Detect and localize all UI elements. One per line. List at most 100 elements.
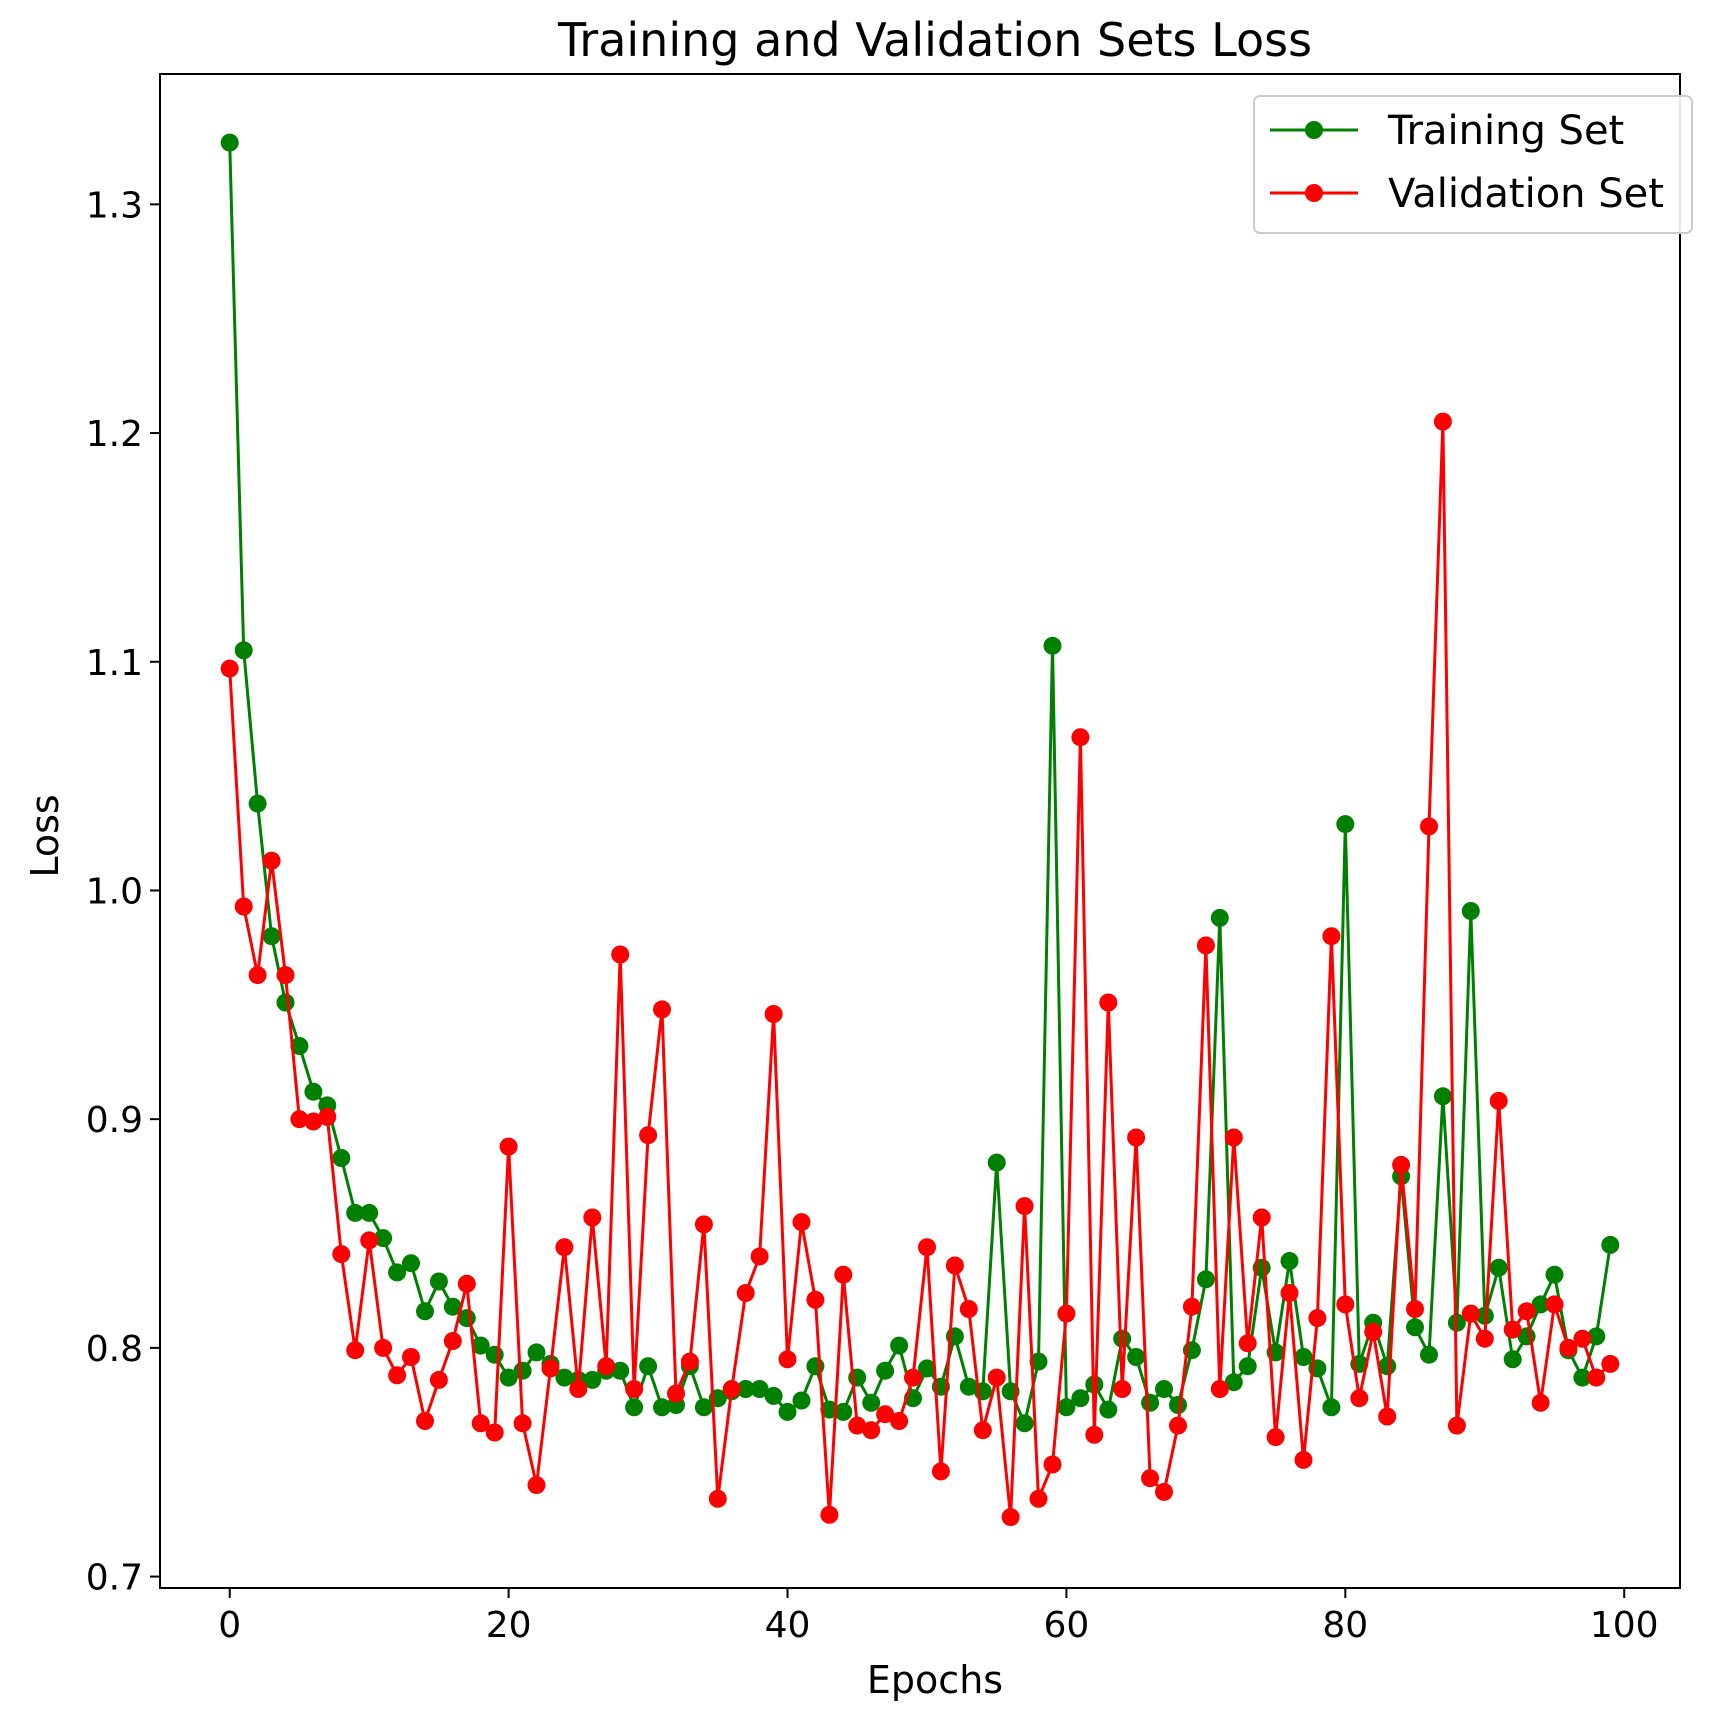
training-data-point <box>1043 636 1062 655</box>
legend: Training Set Validation Set <box>1253 95 1693 234</box>
validation-data-point <box>1503 1320 1522 1339</box>
training-data-point <box>653 1398 671 1417</box>
training-data-point <box>1573 1368 1592 1387</box>
validation-data-point <box>290 1110 309 1129</box>
training-data-point <box>443 1297 462 1316</box>
validation-data-point <box>1364 1322 1383 1341</box>
validation-data-point <box>1099 993 1118 1012</box>
x-tick-label: 100 <box>1590 1605 1659 1646</box>
training-data-point <box>1461 902 1480 920</box>
training-data-point <box>1099 1400 1118 1419</box>
validation-data-point <box>1545 1295 1564 1314</box>
validation-data-point <box>1015 1197 1034 1216</box>
training-data-point <box>1141 1393 1160 1412</box>
validation-data-point <box>931 1462 950 1481</box>
validation-data-point <box>1601 1354 1620 1373</box>
training-data-point <box>1057 1398 1076 1417</box>
validation-data-point <box>248 966 267 985</box>
validation-data-point <box>708 1489 727 1508</box>
series-layer <box>220 133 1620 1527</box>
validation-data-point <box>457 1274 476 1293</box>
training-data-point <box>374 1229 393 1248</box>
training-data-point <box>1503 1350 1522 1369</box>
validation-data-point <box>736 1284 755 1302</box>
chart-title: Training and Validation Sets Loss <box>557 13 1312 67</box>
validation-data-point <box>1029 1489 1048 1508</box>
validation-data-point <box>1475 1329 1494 1348</box>
training-data-point <box>1280 1252 1299 1270</box>
validation-data-point <box>1559 1338 1578 1357</box>
training-data-point <box>1420 1345 1438 1364</box>
legend-label-training: Training Set <box>1387 108 1624 154</box>
training-data-point <box>499 1368 518 1387</box>
validation-data-point <box>1461 1304 1480 1323</box>
y-axis-label: Loss <box>23 794 67 877</box>
training-data-point <box>918 1359 936 1378</box>
validation-data-point <box>1308 1309 1327 1328</box>
training-data-point <box>1127 1348 1146 1366</box>
validation-data-point <box>332 1245 351 1264</box>
validation-data-point <box>429 1370 448 1389</box>
validation-data-point <box>1489 1091 1508 1110</box>
validation-data-point <box>1043 1455 1062 1474</box>
validation-data-point <box>694 1215 713 1234</box>
validation-data-point <box>1392 1155 1411 1174</box>
y-tick-label: 1.3 <box>86 185 143 226</box>
y-tick-label: 0.8 <box>86 1329 143 1370</box>
validation-data-point <box>862 1421 881 1440</box>
validation-data-point <box>778 1350 797 1369</box>
training-data-point <box>625 1398 644 1417</box>
validation-data-point <box>876 1405 895 1424</box>
y-tick-label: 0.9 <box>86 1100 143 1141</box>
training-data-point <box>1587 1327 1606 1346</box>
training-data-point <box>234 641 253 660</box>
validation-data-point <box>1266 1428 1285 1447</box>
training-data-point <box>1071 1389 1090 1408</box>
training-data-point <box>1294 1348 1313 1366</box>
validation-data-point <box>1224 1128 1243 1147</box>
training-data-point <box>1489 1258 1508 1277</box>
validation-data-point <box>1294 1450 1313 1469</box>
training-data-point <box>694 1398 713 1417</box>
training-data-point <box>806 1357 825 1376</box>
training-data-point <box>304 1082 323 1101</box>
validation-data-point <box>1155 1482 1173 1501</box>
training-data-point <box>1196 1270 1215 1289</box>
training-data-point <box>1169 1396 1187 1414</box>
validation-data-point <box>750 1247 769 1266</box>
training-data-point <box>750 1380 769 1398</box>
training-data-point <box>388 1263 407 1282</box>
validation-data-point <box>1252 1208 1271 1227</box>
training-data-point <box>583 1370 602 1389</box>
training-data-point <box>346 1203 365 1222</box>
validation-data-point <box>959 1300 978 1318</box>
training-data-point <box>611 1361 630 1380</box>
validation-data-point <box>1336 1295 1355 1314</box>
validation-data-point <box>1350 1389 1369 1408</box>
validation-data-point <box>318 1107 337 1126</box>
training-data-point <box>1210 908 1229 927</box>
y-tick-label: 0.7 <box>86 1558 143 1599</box>
legend-marker-training <box>1305 121 1323 139</box>
validation-data-point <box>597 1357 616 1376</box>
training-data-point <box>290 1037 309 1055</box>
training-data-point <box>778 1402 797 1421</box>
validation-data-point <box>583 1208 602 1227</box>
training-data-point <box>834 1402 853 1421</box>
validation-data-point <box>443 1332 462 1350</box>
validation-data-point <box>541 1359 560 1378</box>
training-data-point <box>1238 1357 1257 1376</box>
validation-data-point <box>653 1000 671 1019</box>
y-tick-label: 1.2 <box>86 414 143 455</box>
training-data-point <box>485 1345 504 1364</box>
training-data-point <box>1545 1265 1564 1284</box>
training-data-point <box>402 1254 420 1273</box>
training-data-point <box>248 794 267 813</box>
validation-data-point <box>1196 936 1215 955</box>
validation-data-point <box>667 1384 685 1403</box>
training-data-point <box>890 1336 909 1355</box>
validation-data-point <box>360 1231 379 1250</box>
training-data-point <box>1406 1318 1424 1337</box>
validation-data-point <box>722 1380 741 1398</box>
